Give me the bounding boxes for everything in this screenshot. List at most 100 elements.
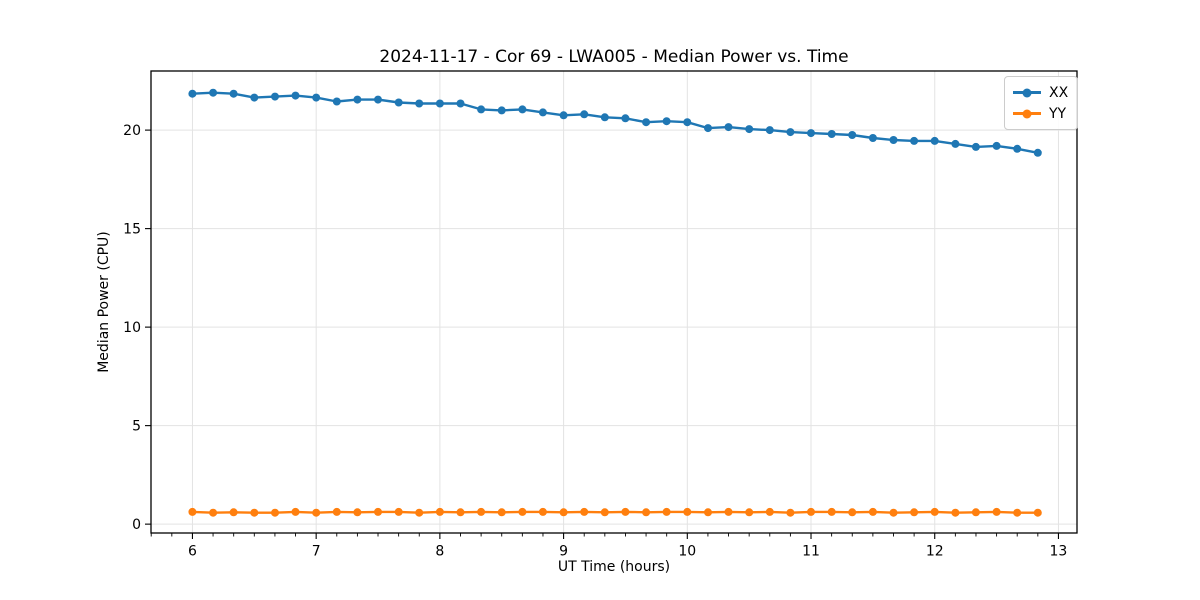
series-marker-yy bbox=[765, 507, 774, 516]
series-marker-yy bbox=[992, 507, 1001, 516]
x-tick-label: 10 bbox=[678, 544, 696, 560]
series-marker-yy bbox=[497, 508, 506, 517]
series-marker-xx bbox=[971, 142, 980, 151]
series-marker-xx bbox=[910, 136, 919, 145]
series-marker-yy bbox=[930, 507, 939, 516]
series-marker-yy bbox=[559, 508, 568, 517]
series-marker-xx bbox=[1013, 144, 1022, 153]
series-marker-yy bbox=[415, 508, 424, 517]
series-marker-yy bbox=[1013, 508, 1022, 517]
series-marker-yy bbox=[229, 508, 238, 517]
series-marker-xx bbox=[930, 136, 939, 145]
series-marker-xx bbox=[848, 131, 857, 139]
legend-line-sample-xx bbox=[1013, 88, 1041, 97]
series-marker-yy bbox=[353, 508, 362, 517]
series-marker-xx bbox=[807, 129, 815, 138]
series-marker-xx bbox=[250, 93, 259, 102]
series-marker-xx bbox=[559, 111, 568, 120]
series-marker-yy bbox=[704, 508, 712, 517]
series-marker-xx bbox=[621, 114, 630, 123]
series-marker-yy bbox=[971, 508, 980, 517]
series-marker-xx bbox=[291, 91, 300, 100]
series-marker-yy bbox=[786, 508, 795, 517]
series-marker-yy bbox=[827, 507, 836, 516]
x-tick-label: 13 bbox=[1050, 544, 1068, 560]
series-marker-xx bbox=[951, 139, 960, 148]
legend-line-sample-yy bbox=[1013, 109, 1041, 118]
x-axis-label: UT Time (hours) bbox=[557, 559, 671, 575]
series-marker-yy bbox=[312, 508, 321, 517]
series-marker-xx bbox=[188, 89, 197, 98]
series-marker-xx bbox=[518, 105, 527, 114]
series-marker-xx bbox=[642, 118, 651, 127]
series-marker-yy bbox=[600, 508, 609, 517]
series-marker-xx bbox=[827, 130, 836, 138]
series-marker-xx bbox=[497, 106, 506, 115]
x-tick-label: 12 bbox=[926, 544, 944, 560]
series-marker-yy bbox=[291, 507, 300, 516]
series-marker-yy bbox=[271, 508, 279, 517]
series-marker-yy bbox=[1033, 508, 1042, 517]
x-tick-label: 6 bbox=[188, 544, 197, 560]
series-line-xx bbox=[192, 91, 1039, 154]
series-marker-xx bbox=[332, 97, 341, 106]
series-marker-xx bbox=[229, 89, 238, 98]
x-tick-label: 11 bbox=[802, 544, 820, 560]
series-marker-yy bbox=[538, 507, 547, 516]
series-marker-yy bbox=[642, 508, 651, 517]
series-marker-yy bbox=[910, 508, 919, 517]
series-marker-yy bbox=[807, 507, 815, 516]
series-marker-yy bbox=[621, 507, 630, 516]
series-marker-yy bbox=[951, 508, 960, 517]
series-marker-xx bbox=[271, 92, 279, 101]
series-marker-xx bbox=[600, 113, 609, 122]
series-marker-xx bbox=[992, 141, 1001, 150]
series-marker-yy bbox=[435, 507, 444, 516]
y-tick-label: 5 bbox=[132, 419, 141, 435]
series-marker-yy bbox=[724, 507, 733, 516]
series-marker-yy bbox=[848, 508, 857, 517]
series-marker-yy bbox=[209, 508, 218, 517]
series-marker-xx bbox=[456, 99, 465, 108]
series-marker-xx bbox=[538, 108, 547, 117]
plot-border bbox=[150, 70, 1078, 534]
y-tick-label: 15 bbox=[123, 222, 141, 238]
series-marker-yy bbox=[477, 507, 486, 516]
series-marker-yy bbox=[868, 507, 877, 516]
y-tick-label: 10 bbox=[123, 320, 141, 336]
y-tick-label: 0 bbox=[132, 517, 141, 533]
legend: XX YY bbox=[1004, 76, 1079, 130]
legend-label-xx: XX bbox=[1049, 84, 1069, 101]
x-tick-label: 9 bbox=[559, 544, 568, 560]
legend-marker-icon bbox=[1022, 88, 1032, 97]
legend-label-yy: YY bbox=[1049, 105, 1067, 122]
series-marker-yy bbox=[394, 507, 403, 516]
series-marker-yy bbox=[518, 507, 527, 516]
legend-marker-icon bbox=[1022, 109, 1032, 118]
series-marker-xx bbox=[765, 126, 774, 135]
series-marker-yy bbox=[889, 508, 898, 517]
x-tick-label: 7 bbox=[312, 544, 321, 560]
series-marker-xx bbox=[477, 105, 486, 114]
series-marker-xx bbox=[868, 134, 877, 142]
series-marker-xx bbox=[312, 93, 321, 102]
legend-item-yy[interactable]: YY bbox=[1013, 103, 1068, 124]
series-marker-xx bbox=[683, 118, 692, 127]
legend-item-xx[interactable]: XX bbox=[1013, 82, 1068, 103]
series-marker-yy bbox=[456, 508, 465, 517]
series-marker-xx bbox=[1033, 148, 1042, 157]
series-marker-xx bbox=[580, 110, 589, 119]
series-marker-xx bbox=[704, 124, 712, 133]
series-marker-xx bbox=[662, 117, 671, 126]
series-marker-xx bbox=[209, 88, 218, 97]
series-marker-yy bbox=[580, 507, 589, 516]
series-marker-yy bbox=[250, 508, 259, 517]
series-marker-xx bbox=[724, 123, 733, 132]
series-marker-xx bbox=[786, 128, 795, 137]
series-marker-yy bbox=[332, 507, 341, 516]
series-marker-xx bbox=[394, 98, 403, 107]
series-marker-xx bbox=[374, 95, 382, 104]
series-marker-xx bbox=[435, 99, 444, 108]
series-marker-yy bbox=[662, 507, 671, 516]
